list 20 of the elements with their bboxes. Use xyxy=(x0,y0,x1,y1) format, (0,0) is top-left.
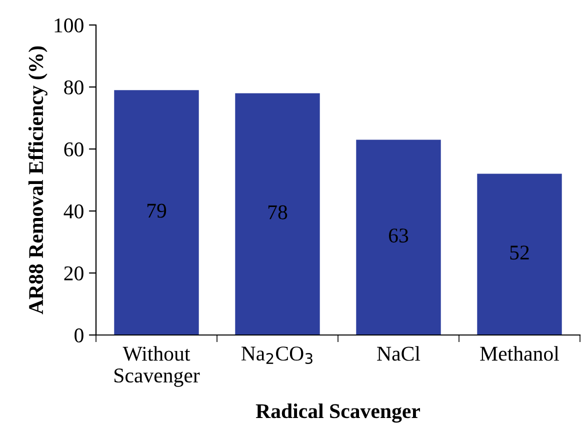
y-axis-title: AR88 Removal Efficiency (%) xyxy=(28,46,48,314)
data-label: 63 xyxy=(388,228,408,243)
bar xyxy=(356,140,441,335)
x-tick-label: Na$_{2}$CO$_{3}$ xyxy=(241,346,312,364)
y-tick-label: 100 xyxy=(54,18,84,32)
y-tick-label: 80 xyxy=(64,80,84,94)
bar xyxy=(235,93,320,335)
y-tick-label: 20 xyxy=(64,266,84,280)
bar xyxy=(477,174,562,335)
data-label: 79 xyxy=(147,204,166,218)
x-tick-label: Without Scavenger xyxy=(114,346,200,387)
bar xyxy=(114,90,199,335)
data-label: 52 xyxy=(510,246,529,260)
x-tick-label: NaCl xyxy=(377,346,420,361)
data-label: 78 xyxy=(268,205,288,220)
y-tick-label: 0 xyxy=(74,328,84,342)
x-axis-title: Radical Scavenger xyxy=(256,404,420,423)
x-tick-label: Methanol xyxy=(480,346,560,361)
y-tick-label: 40 xyxy=(64,204,84,218)
y-tick-label: 60 xyxy=(64,142,84,156)
